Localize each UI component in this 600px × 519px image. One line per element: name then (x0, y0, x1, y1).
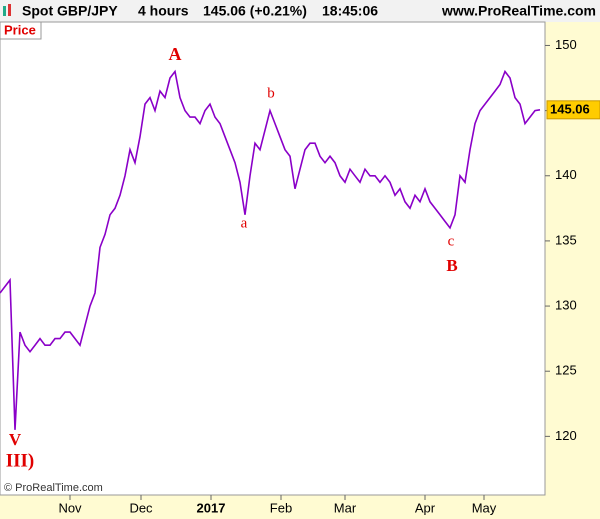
wave-label: c (448, 233, 455, 249)
instrument: Spot GBP/JPY (22, 3, 118, 19)
x-tick-label: Mar (334, 500, 357, 515)
x-tick-label: Dec (129, 500, 153, 515)
y-tick-label: 150 (555, 37, 577, 52)
x-tick-label: Feb (270, 500, 292, 515)
y-tick-label: 140 (555, 167, 577, 182)
footer: © ProRealTime.com (4, 482, 103, 494)
panel-label-box (0, 21, 42, 40)
x-tick-label: May (472, 500, 497, 515)
wave-label: B (446, 256, 457, 275)
wave-label: A (169, 44, 182, 64)
y-tick-label: 135 (555, 232, 577, 247)
quote: 145.06 (+0.21%) (203, 3, 307, 19)
last-price: 145.06 (550, 101, 590, 116)
x-tick-label: Apr (415, 500, 436, 515)
wave-label: a (241, 215, 248, 231)
x-tick-label: 2017 (197, 500, 226, 515)
wave-label: b (267, 85, 275, 101)
y-tick-label: 120 (555, 428, 577, 443)
panel-label: Price (4, 22, 36, 37)
icon (8, 4, 11, 16)
site: www.ProRealTime.com (441, 3, 596, 19)
period: 4 hours (138, 3, 189, 19)
last-price-box (546, 100, 600, 120)
price-line (0, 69, 541, 430)
icon (3, 6, 6, 16)
plot-area (0, 21, 546, 496)
time: 18:45:06 (322, 3, 378, 19)
y-tick-label: 125 (555, 363, 577, 378)
wave-label: III) (6, 450, 35, 471)
y-tick-label: 130 (555, 297, 577, 312)
header-bar (0, 0, 600, 22)
x-tick-label: Nov (58, 500, 82, 515)
wave-label: V (9, 430, 22, 449)
